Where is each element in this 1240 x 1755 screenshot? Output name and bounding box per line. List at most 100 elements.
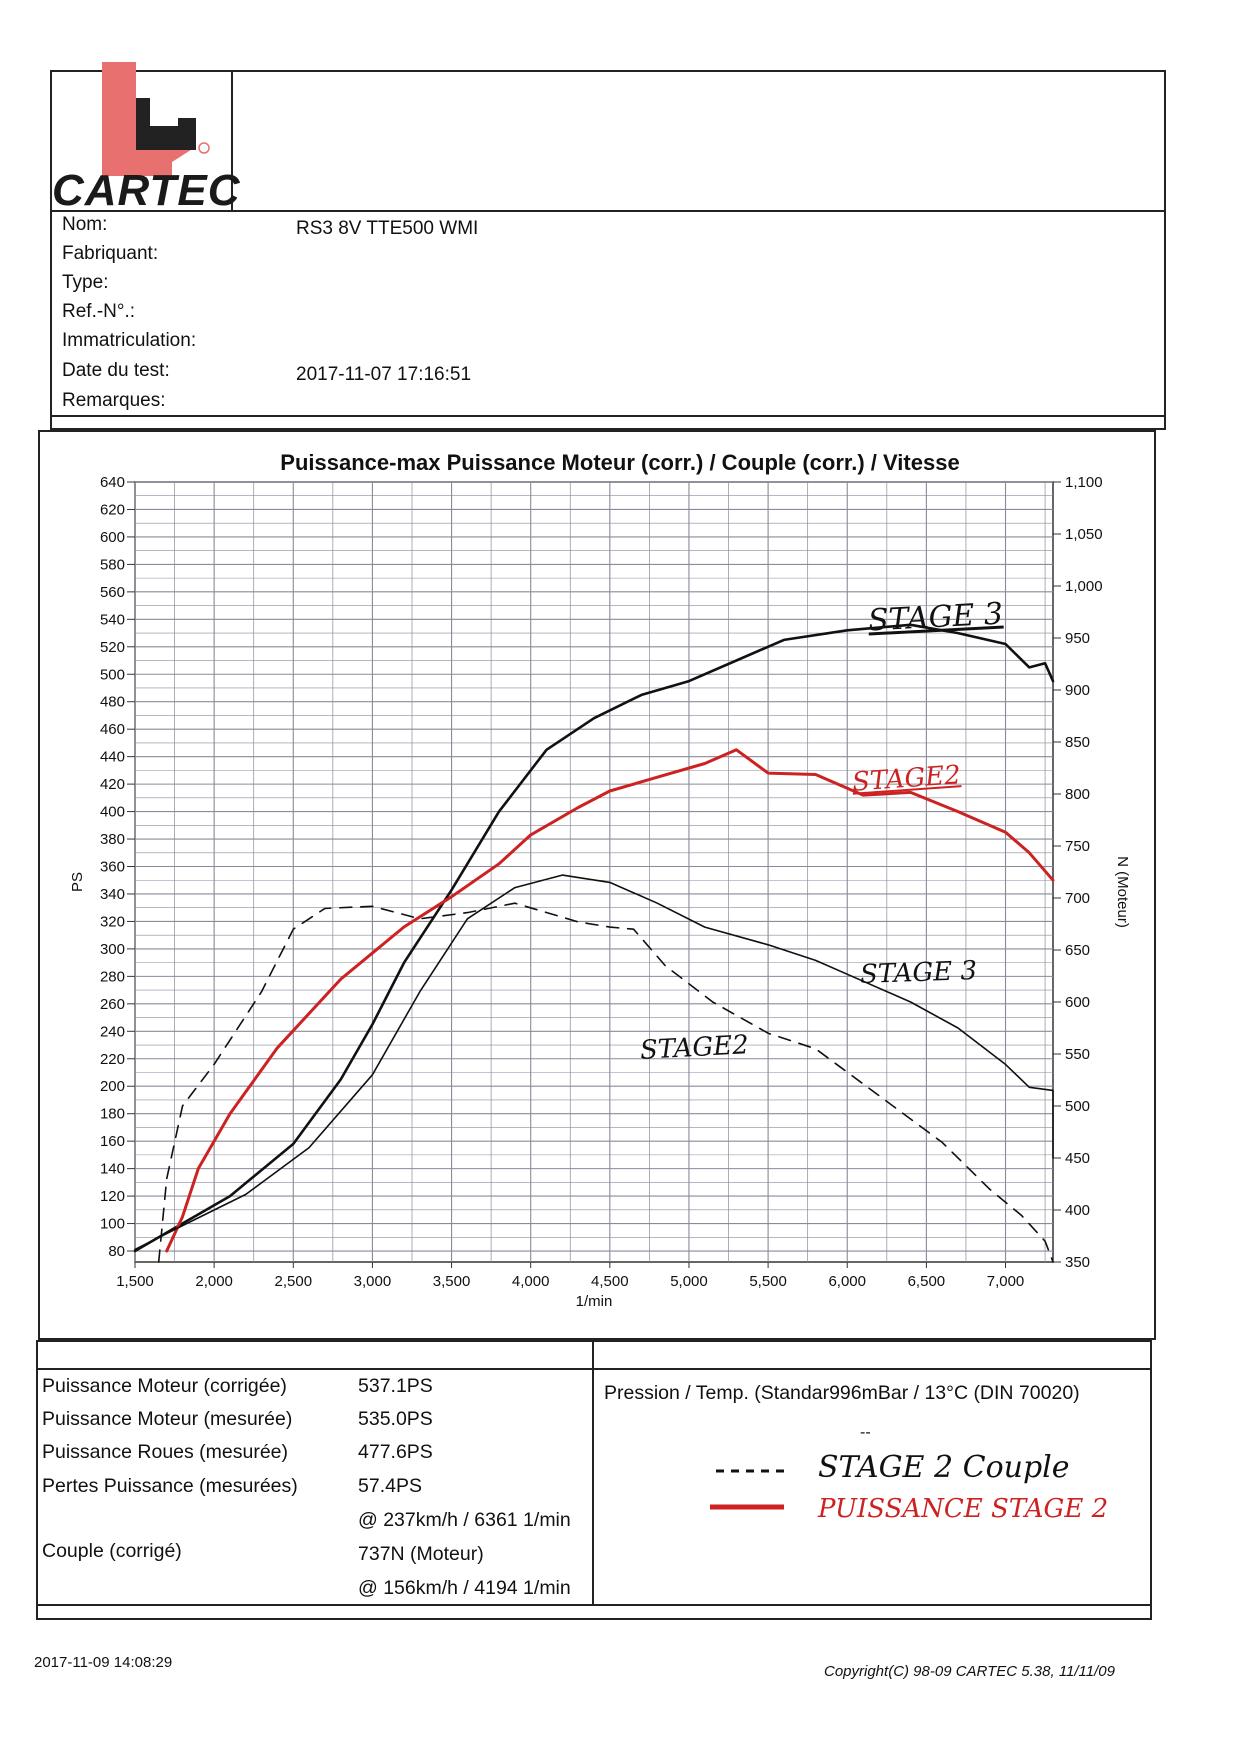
info-label: Immatriculation:	[62, 330, 197, 351]
result-label: Couple (corrigé)	[42, 1540, 182, 1562]
series-line-couple-stage-3	[134, 874, 1054, 1251]
result-label: Puissance Moteur (mesurée)	[42, 1408, 293, 1430]
y-tick-label: 400	[100, 804, 125, 821]
y-tick-label: 200	[100, 1078, 125, 1095]
y2-axis-label: N (Moteur)	[1114, 856, 1131, 928]
results-divider	[592, 1340, 594, 1605]
y2-tick-label: 850	[1065, 734, 1090, 751]
x-tick-label: 4,000	[512, 1273, 550, 1290]
series-line-puissance-stage-2	[165, 748, 1055, 1253]
results-top-line	[36, 1368, 1152, 1370]
y-tick-label: 460	[100, 721, 125, 738]
y2-tick-label: 600	[1065, 994, 1090, 1011]
y2-tick-label: 900	[1065, 682, 1090, 699]
y2-tick-label: 1,000	[1065, 578, 1103, 595]
y-tick-label: 580	[100, 556, 125, 573]
brand-name: CARTEC	[52, 166, 241, 215]
info-bottom-line	[50, 415, 1166, 417]
results-bottom-line	[36, 1604, 1152, 1606]
info-label: Nom:	[62, 214, 108, 235]
y2-tick-label: 950	[1065, 630, 1090, 647]
legend-puissance-stage2: PUISSANCE STAGE 2	[818, 1494, 1109, 1524]
result-value: 737N (Moteur)	[358, 1543, 484, 1565]
chart-frame	[38, 430, 1156, 1340]
x-tick-label: 3,500	[433, 1273, 471, 1290]
info-label: Date du test:	[62, 360, 170, 381]
y-tick-label: 640	[100, 474, 125, 491]
print-date: 2017-11-09 14:08:29	[34, 1654, 173, 1671]
x-tick-label: 7,000	[987, 1273, 1025, 1290]
y-tick-label: 280	[100, 968, 125, 985]
y-tick-label: 260	[100, 996, 125, 1013]
annotation-stage2-torque: STAGE2	[639, 1030, 750, 1066]
annotation-stage3-torque: STAGE 3	[859, 955, 978, 991]
y2-tick-label: 450	[1065, 1150, 1090, 1167]
result-value: @ 237km/h / 6361 1/min	[358, 1509, 571, 1531]
info-label: Ref.-N°.:	[62, 301, 136, 322]
logo-inner-mark	[136, 98, 196, 150]
copyright: Copyright(C) 98-09 CARTEC 5.38, 11/11/09	[824, 1663, 1115, 1680]
y-tick-label: 180	[100, 1106, 125, 1123]
x-tick-label: 2,500	[275, 1273, 313, 1290]
y-tick-label: 100	[100, 1216, 125, 1233]
header-frame	[50, 70, 1166, 430]
result-value: 537.1PS	[358, 1375, 433, 1397]
y-tick-label: 560	[100, 584, 125, 601]
x-tick-label: 6,000	[828, 1273, 866, 1290]
y-tick-label: 320	[100, 913, 125, 930]
result-value: 477.6PS	[358, 1441, 433, 1463]
pressure-temp: Pression / Temp. (Standar996mBar / 13°C …	[604, 1382, 1080, 1404]
y-tick-label: 220	[100, 1051, 125, 1068]
y2-tick-label: 650	[1065, 942, 1090, 959]
result-value: 535.0PS	[358, 1408, 433, 1430]
dyno-chart: 640 620 600 580 560 540 520 500 480 460 440 420 400 3…	[69, 474, 1131, 1310]
series-line-puissance-stage-3	[133, 623, 1055, 1253]
y-tick-label: 80	[108, 1243, 125, 1260]
y-tick-label: 600	[100, 529, 125, 546]
y2-tick-label: 700	[1065, 890, 1090, 907]
y-axis-label: PS	[69, 872, 86, 892]
y-tick-label: 480	[100, 694, 125, 711]
logo-bottom-line	[50, 210, 1166, 212]
y2-tick-label: 350	[1065, 1254, 1090, 1271]
nom-value: RS3 8V TTE500 WMI	[296, 218, 479, 239]
handwritten-legend-lines	[710, 1469, 786, 1510]
result-value: 57.4PS	[358, 1475, 422, 1497]
y-tick-label: 420	[100, 776, 125, 793]
y2-tick-label: 400	[1065, 1202, 1090, 1219]
x-axis-label: 1/min	[576, 1293, 613, 1310]
y2-tick-label: 750	[1065, 838, 1090, 855]
result-label: Puissance Moteur (corrigée)	[42, 1375, 287, 1397]
y-tick-label: 300	[100, 941, 125, 958]
annotation-stage3-power: STAGE 3	[867, 596, 1004, 639]
legend-stage2-couple: STAGE 2 Couple	[818, 1450, 1070, 1485]
y-tick-label: 440	[100, 749, 125, 766]
y2-tick-label: 500	[1065, 1098, 1090, 1115]
y-tick-label: 120	[100, 1188, 125, 1205]
date-value: 2017-11-07 17:16:51	[296, 364, 472, 385]
y2-tick-label: 800	[1065, 786, 1090, 803]
y-tick-label: 140	[100, 1161, 125, 1178]
y-tick-label: 160	[100, 1133, 125, 1150]
info-label: Fabriquant:	[62, 243, 159, 264]
x-tick-label: 5,000	[670, 1273, 708, 1290]
x-tick-label: 2,000	[195, 1273, 233, 1290]
y-tick-label: 620	[100, 501, 125, 518]
x-tick-label: 3,000	[354, 1273, 392, 1290]
y-tick-label: 360	[100, 859, 125, 876]
x-tick-label: 6,500	[908, 1273, 946, 1290]
info-label: Type:	[62, 272, 109, 293]
y2-tick-label: 1,100	[1065, 474, 1103, 491]
y-tick-label: 240	[100, 1023, 125, 1040]
cartec-logo	[102, 62, 210, 176]
result-label: Puissance Roues (mesurée)	[42, 1441, 289, 1463]
x-tick-label: 1,500	[116, 1273, 154, 1290]
info-label: Remarques:	[62, 390, 166, 411]
results-frame	[36, 1340, 1152, 1620]
y-tick-label: 380	[100, 831, 125, 848]
y-tick-label: 340	[100, 886, 125, 903]
x-tick-label: 5,500	[749, 1273, 787, 1290]
logo-divider	[231, 70, 233, 212]
result-label: Pertes Puissance (mesurées)	[42, 1475, 298, 1497]
y-tick-label: 540	[100, 611, 125, 628]
